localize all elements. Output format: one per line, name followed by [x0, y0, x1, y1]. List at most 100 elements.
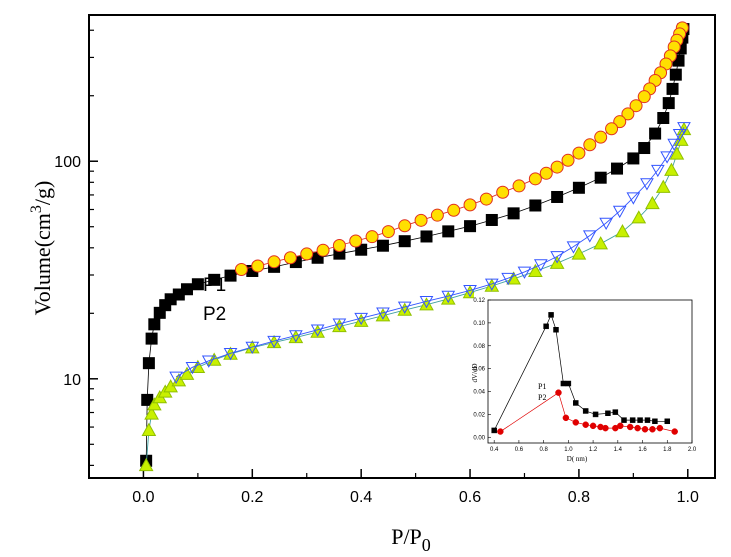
- y-tick-label: 100: [54, 154, 81, 171]
- data-point: [582, 230, 597, 243]
- series-p1-desorption: [234, 21, 689, 276]
- inset-legend-label-p1: P1: [538, 382, 546, 391]
- data-point: [645, 195, 660, 210]
- inset-data-point: [602, 424, 609, 432]
- data-point: [605, 122, 619, 136]
- inset-y-tick-label: 0.04: [473, 390, 485, 396]
- inset-data-point: [656, 424, 664, 432]
- inset-data-point: [543, 323, 549, 330]
- main-plot-frame: [88, 14, 716, 479]
- data-point: [138, 457, 154, 472]
- inset-data-point: [649, 426, 656, 433]
- data-point: [649, 127, 662, 140]
- inset-x-axis-title-unit: nm): [576, 455, 588, 463]
- data-point: [224, 269, 237, 282]
- data-point: [381, 225, 395, 239]
- data-point: [615, 224, 630, 238]
- data-point: [397, 301, 412, 314]
- data-point: [479, 192, 493, 206]
- data-point: [419, 297, 434, 311]
- data-point: [414, 213, 428, 227]
- data-point: [463, 198, 477, 212]
- y-tick-label: 10: [63, 372, 81, 389]
- data-point: [251, 259, 265, 273]
- data-point: [300, 247, 314, 261]
- inset-series-p2: [497, 389, 678, 435]
- data-point: [621, 107, 635, 121]
- data-point: [332, 238, 346, 252]
- inset-data-point: [634, 424, 641, 432]
- inset-data-point: [621, 417, 627, 423]
- data-point: [397, 302, 413, 316]
- data-point: [550, 160, 564, 174]
- inset-axes: 0.4 0.6 0.8 1.0 1.2 1.4 1.6 1.8 2.0 0.00 0.02 0.04 0…: [473, 298, 697, 453]
- inset-x-tick-label: 1.2: [589, 447, 598, 453]
- data-point: [316, 243, 330, 257]
- series-line: [241, 27, 683, 270]
- series-p2-desorption: [169, 122, 691, 384]
- data-point: [376, 307, 390, 320]
- x-axis-title: P/P0: [391, 524, 431, 555]
- inset-x-tick-label: 0.8: [539, 447, 548, 453]
- data-point: [529, 199, 542, 212]
- inset-y-tick-label: 0.00: [473, 435, 485, 441]
- inset-data-point: [565, 380, 572, 387]
- inset-data-point: [664, 418, 671, 425]
- data-point: [650, 164, 665, 178]
- data-point: [657, 112, 670, 125]
- main-axes: 0.0 0.2 0.4 0.6 0.8 1.0 10 100: [54, 29, 699, 506]
- data-point: [442, 225, 455, 238]
- inset-x-tick-label: 0.4: [490, 447, 499, 453]
- inset-data-point: [497, 428, 504, 435]
- inset-y-axis-title: dV/dD: [471, 363, 479, 382]
- data-point: [354, 312, 369, 326]
- data-point: [627, 152, 640, 165]
- inset-data-point: [582, 408, 589, 414]
- x-axis-title-subscript: 0: [422, 535, 431, 555]
- legend-label-p1: P1: [203, 275, 226, 296]
- data-point: [631, 210, 647, 224]
- data-point: [398, 235, 411, 248]
- data-point: [208, 273, 221, 286]
- data-point: [613, 115, 627, 129]
- inset-data-point: [548, 312, 554, 318]
- legend-label-p2: P2: [203, 304, 226, 325]
- data-point: [462, 285, 478, 299]
- data-point: [660, 151, 674, 164]
- data-point: [463, 285, 477, 298]
- inset-data-point: [626, 423, 634, 431]
- inset-data-point: [617, 422, 624, 430]
- inset-data-point: [605, 410, 611, 417]
- inset-data-point: [491, 427, 497, 434]
- inset-data-point: [629, 417, 636, 423]
- inset-data-point: [560, 380, 567, 387]
- data-point: [507, 207, 520, 220]
- inset-y-tick-label: 0.10: [473, 321, 485, 327]
- data-point: [599, 217, 613, 231]
- x-tick-label: 1.0: [677, 489, 699, 506]
- data-point: [638, 142, 651, 155]
- data-point: [512, 179, 526, 193]
- y-axis-title-tail: /g): [30, 181, 55, 205]
- data-point: [594, 171, 607, 184]
- data-point: [667, 138, 682, 152]
- data-point: [420, 230, 433, 243]
- x-tick-label: 0.0: [132, 489, 154, 506]
- data-point: [376, 239, 389, 252]
- inset-series-line: [500, 392, 675, 432]
- main-series: [138, 21, 692, 472]
- data-point: [353, 313, 369, 327]
- data-point: [571, 246, 587, 260]
- data-point: [528, 263, 543, 277]
- data-point: [528, 172, 542, 186]
- data-point: [566, 241, 581, 254]
- data-point: [484, 278, 500, 292]
- inset-data-point: [644, 417, 651, 423]
- inset-background: [474, 293, 700, 468]
- data-point: [267, 255, 281, 269]
- inset-series: [491, 312, 678, 435]
- data-point: [572, 181, 585, 194]
- data-point: [145, 332, 158, 345]
- data-point: [496, 185, 510, 199]
- inset-data-point: [641, 426, 649, 433]
